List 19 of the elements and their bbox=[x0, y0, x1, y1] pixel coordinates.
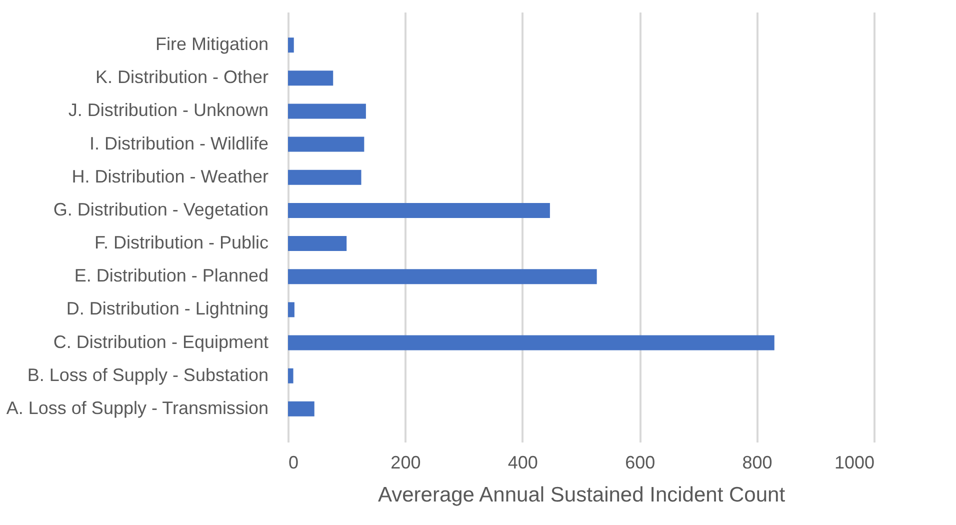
y-tick-label: F. Distribution - Public bbox=[94, 232, 268, 253]
x-tick-label: 400 bbox=[508, 452, 538, 472]
y-tick-label: G. Distribution - Vegetation bbox=[53, 199, 268, 220]
y-tick-label: E. Distribution - Planned bbox=[74, 266, 268, 286]
y-tick-label: H. Distribution - Weather bbox=[72, 166, 269, 186]
x-tick-label: 1000 bbox=[834, 452, 874, 472]
y-tick-label: D. Distribution - Lightning bbox=[66, 298, 268, 319]
x-tick-label: 200 bbox=[390, 452, 421, 472]
y-tick-label: I. Distribution - Wildlife bbox=[89, 133, 268, 154]
y-tick-label: A. Loss of Supply - Transmission bbox=[6, 398, 268, 418]
x-axis-title: Avererage Annual Sustained Incident Count bbox=[378, 484, 786, 506]
y-tick-label: B. Loss of Supply - Substation bbox=[27, 364, 268, 385]
x-tick-label: 0 bbox=[288, 452, 299, 472]
y-tick-label: J. Distribution - Unknown bbox=[68, 100, 268, 120]
y-tick-label: K. Distribution - Other bbox=[95, 67, 268, 88]
y-tick-label: C. Distribution - Equipment bbox=[53, 332, 268, 352]
x-tick-label: 800 bbox=[742, 452, 772, 472]
y-tick-label: Fire Mitigation bbox=[155, 34, 268, 54]
x-tick-label: 600 bbox=[625, 452, 656, 472]
